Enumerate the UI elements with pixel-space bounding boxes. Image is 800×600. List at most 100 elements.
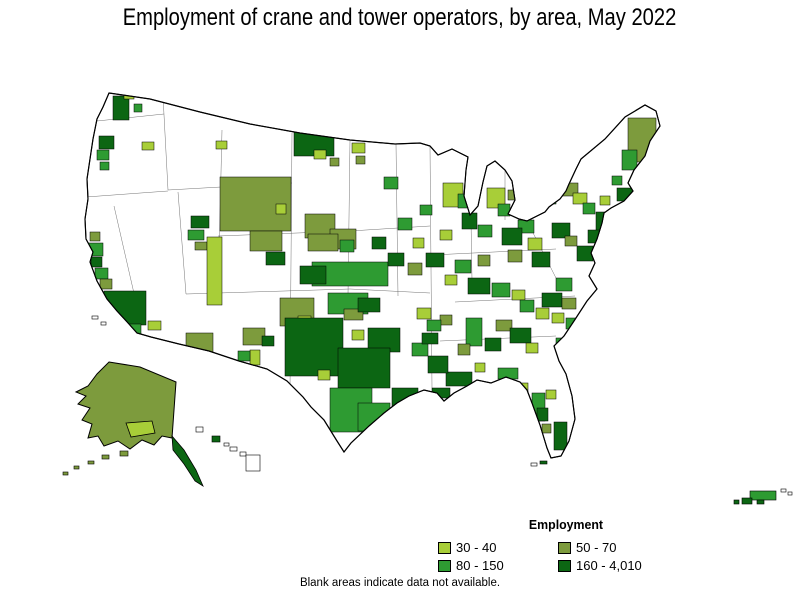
employment-area[interactable] — [445, 371, 473, 387]
island-area[interactable] — [787, 491, 793, 496]
employment-area[interactable] — [99, 278, 113, 290]
employment-area[interactable] — [133, 103, 143, 113]
alaska-island[interactable] — [119, 450, 129, 457]
employment-area[interactable] — [564, 235, 578, 247]
employment-area[interactable] — [541, 292, 563, 308]
employment-area[interactable] — [551, 312, 565, 324]
employment-area[interactable] — [555, 277, 573, 292]
employment-area[interactable] — [484, 337, 502, 352]
employment-area[interactable] — [156, 86, 167, 101]
employment-area[interactable] — [572, 192, 588, 205]
employment-area[interactable] — [185, 332, 214, 356]
employment-area[interactable] — [187, 229, 205, 241]
employment-area[interactable] — [457, 343, 471, 356]
employment-area[interactable] — [307, 233, 339, 252]
employment-area[interactable] — [425, 252, 445, 268]
alaska-island[interactable] — [87, 460, 95, 465]
employment-area[interactable] — [545, 389, 557, 400]
employment-area[interactable] — [611, 175, 623, 186]
employment-area[interactable] — [416, 307, 432, 320]
employment-area[interactable] — [535, 307, 550, 320]
employment-area[interactable] — [525, 342, 539, 354]
employment-area[interactable] — [454, 259, 472, 274]
employment-area[interactable] — [412, 237, 425, 249]
island-area[interactable] — [780, 488, 787, 493]
employment-area[interactable] — [555, 337, 571, 350]
employment-area[interactable] — [112, 95, 130, 121]
employment-area[interactable] — [517, 382, 529, 393]
employment-area[interactable] — [299, 265, 327, 285]
employment-area[interactable] — [242, 327, 266, 346]
employment-area[interactable] — [237, 350, 251, 362]
employment-area[interactable] — [351, 142, 366, 154]
employment-area[interactable] — [541, 423, 552, 434]
employment-area[interactable] — [94, 267, 109, 280]
employment-area[interactable] — [313, 149, 327, 160]
employment-area[interactable] — [477, 254, 491, 267]
employment-area[interactable] — [96, 149, 110, 161]
employment-area[interactable] — [421, 332, 439, 345]
island-area[interactable] — [91, 315, 99, 320]
employment-area[interactable] — [90, 256, 103, 268]
employment-area[interactable] — [343, 308, 364, 321]
island-area[interactable] — [539, 460, 548, 465]
alaska-island[interactable] — [62, 471, 69, 476]
employment-area[interactable] — [507, 249, 523, 263]
employment-area[interactable] — [98, 135, 115, 150]
employment-area[interactable] — [180, 356, 194, 367]
alaska-island[interactable] — [73, 465, 80, 470]
employment-area[interactable] — [621, 149, 638, 171]
island-area[interactable] — [195, 426, 204, 433]
island-area[interactable] — [749, 490, 777, 501]
employment-area[interactable] — [531, 251, 551, 268]
employment-area[interactable] — [561, 297, 577, 310]
employment-area[interactable] — [329, 157, 340, 167]
employment-area[interactable] — [351, 329, 365, 341]
employment-area[interactable] — [383, 176, 399, 190]
employment-area[interactable] — [261, 335, 275, 347]
employment-area[interactable] — [495, 319, 513, 332]
island-area[interactable] — [756, 499, 765, 505]
island-area[interactable] — [741, 497, 753, 505]
island-area[interactable] — [733, 499, 740, 505]
employment-area[interactable] — [147, 320, 162, 331]
island-area[interactable] — [245, 454, 261, 472]
employment-area[interactable] — [527, 237, 543, 251]
employment-area[interactable] — [427, 355, 449, 374]
employment-area[interactable] — [275, 203, 287, 215]
employment-area[interactable] — [339, 239, 355, 253]
employment-area[interactable] — [553, 421, 568, 451]
employment-area[interactable] — [99, 161, 110, 171]
employment-area[interactable] — [439, 229, 453, 241]
alaska-panhandle-area[interactable] — [171, 434, 204, 488]
alaska-island[interactable] — [101, 454, 110, 460]
employment-area[interactable] — [371, 236, 387, 250]
island-area[interactable] — [223, 442, 230, 447]
employment-area[interactable] — [355, 155, 366, 165]
employment-area[interactable] — [599, 195, 611, 206]
alaska-anchorage-area[interactable] — [125, 420, 156, 438]
employment-area[interactable] — [194, 241, 208, 251]
employment-area[interactable] — [387, 252, 405, 267]
employment-area[interactable] — [317, 369, 331, 381]
employment-area[interactable] — [551, 222, 571, 239]
employment-area[interactable] — [125, 323, 142, 337]
employment-area[interactable] — [426, 319, 442, 332]
employment-area[interactable] — [215, 140, 228, 150]
employment-area[interactable] — [511, 289, 526, 301]
island-area[interactable] — [100, 321, 107, 326]
employment-area[interactable] — [501, 227, 523, 246]
employment-area[interactable] — [249, 230, 283, 252]
employment-area[interactable] — [265, 251, 286, 266]
employment-area[interactable] — [89, 231, 101, 242]
employment-area[interactable] — [357, 402, 391, 432]
employment-area[interactable] — [486, 187, 506, 209]
employment-area[interactable] — [190, 215, 210, 229]
employment-area[interactable] — [249, 349, 261, 366]
alaska-area[interactable] — [74, 361, 177, 450]
island-area[interactable] — [229, 446, 238, 452]
employment-area[interactable] — [507, 189, 519, 201]
employment-area[interactable] — [474, 362, 486, 373]
employment-area[interactable] — [542, 192, 557, 205]
